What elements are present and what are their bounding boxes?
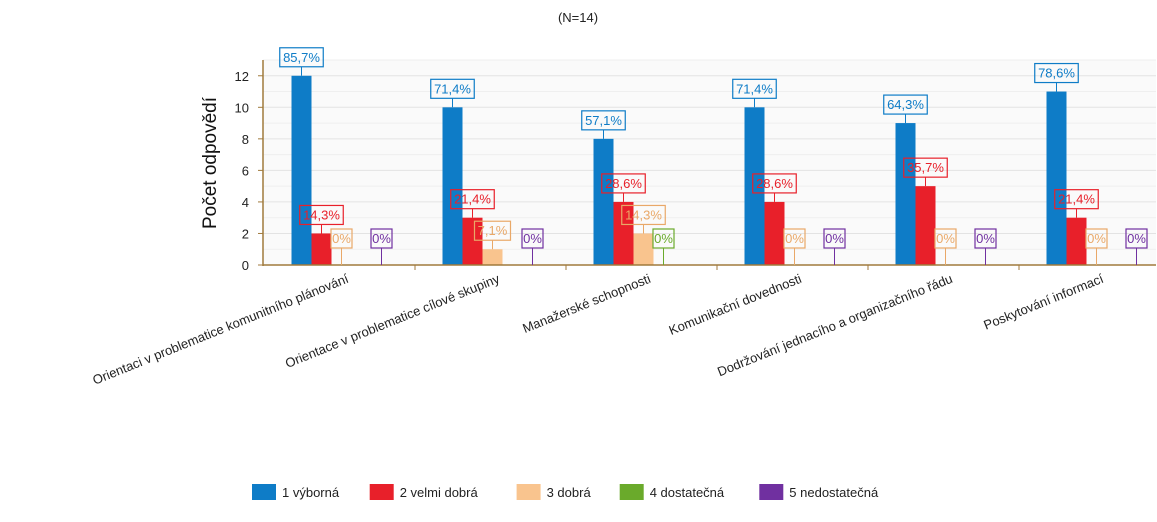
data-label-box <box>430 78 475 99</box>
data-label-box <box>823 228 846 249</box>
data-label-box <box>370 228 393 249</box>
data-label-box <box>330 228 353 249</box>
bar-1-4 <box>744 107 765 265</box>
data-label: 28,6% <box>605 176 642 191</box>
grid-lines <box>263 59 1156 265</box>
data-label-box <box>450 189 495 210</box>
data-label-box <box>581 110 626 131</box>
data-label: 14,3% <box>303 207 340 222</box>
data-label-box <box>1054 189 1099 210</box>
y-tick-label: 12 <box>235 69 249 84</box>
y-axis-label: Počet odpovědí <box>200 96 221 229</box>
data-label: 7,1% <box>478 223 508 238</box>
data-label: 0% <box>825 231 844 246</box>
data-label-box <box>752 173 797 194</box>
data-label: 71,4% <box>736 81 773 96</box>
data-label-box <box>1125 228 1148 249</box>
data-label-box <box>601 173 646 194</box>
y-tick-label: 10 <box>235 100 249 115</box>
bar-1-1 <box>291 75 312 266</box>
chart-title: (N=14) <box>558 10 598 25</box>
legend-label: 5 nedostatečná <box>789 485 879 500</box>
bar-2-2 <box>462 217 483 265</box>
bar-2-4 <box>764 201 785 265</box>
x-tick-label: Dodržování jednacího a organizačního řád… <box>715 271 954 379</box>
data-label: 21,4% <box>454 192 491 207</box>
data-label-box <box>521 228 544 249</box>
data-label-box <box>621 204 666 226</box>
bar-1-2 <box>442 107 463 265</box>
bar-2-5 <box>915 186 936 265</box>
legend-swatch <box>759 484 784 500</box>
y-tick-label: 4 <box>242 195 249 210</box>
legend-swatch <box>619 484 644 500</box>
data-label-box <box>473 220 512 241</box>
data-label-box <box>783 228 806 249</box>
data-label-box <box>974 228 997 249</box>
data-label: 0% <box>523 231 542 246</box>
legend: 1 výborná 2 velmi dobrá 3 dobrá 4 dostatečn… <box>252 484 879 500</box>
legend-swatch <box>369 484 394 500</box>
data-label-box <box>1085 228 1108 249</box>
data-label-box <box>732 78 777 99</box>
legend-swatch <box>516 484 541 500</box>
bar-2-3 <box>613 201 634 265</box>
data-label: 0% <box>785 231 804 246</box>
legend-label: 2 velmi dobrá <box>400 485 479 500</box>
bar-1-6 <box>1046 91 1067 266</box>
data-label: 0% <box>372 231 391 246</box>
x-tick-label: Orientaci v problematice komunitního plá… <box>90 271 351 388</box>
y-tick-label: 2 <box>242 226 249 241</box>
data-labels: 85,7% 14,3% 0% 0% 71,4% 21,4% 7,1% 0% 57,1% 28,6%… <box>279 47 1148 265</box>
data-label: 0% <box>654 231 673 246</box>
data-label-box <box>903 157 948 178</box>
data-label-box <box>934 228 957 249</box>
y-tick-label: 6 <box>242 163 249 178</box>
data-label-box <box>299 204 344 226</box>
data-label: 85,7% <box>283 50 320 65</box>
legend-label: 4 dostatečná <box>650 485 725 500</box>
data-label: 14,3% <box>625 207 662 222</box>
data-label: 0% <box>936 231 955 246</box>
data-label-box <box>279 47 324 68</box>
legend-swatch <box>252 484 276 500</box>
data-label-box <box>883 94 928 115</box>
data-label: 21,4% <box>1058 192 1095 207</box>
data-label: 57,1% <box>585 113 622 128</box>
data-label: 71,4% <box>434 81 471 96</box>
plot-area <box>263 60 1156 265</box>
data-label: 0% <box>1127 231 1146 246</box>
bar-1-3 <box>593 138 614 265</box>
y-tick-label: 0 <box>242 258 249 273</box>
data-label-box <box>1034 62 1079 84</box>
x-tick-label: Komunikační dovednosti <box>667 271 804 338</box>
data-label: 28,6% <box>756 176 793 191</box>
x-tick-label: Poskytování informací <box>981 271 1106 333</box>
x-tick-label: Manažerské schopnosti <box>520 271 652 336</box>
bar-3-3 <box>633 233 654 265</box>
legend-label: 1 výborná <box>282 485 340 500</box>
data-label: 0% <box>976 231 995 246</box>
data-label-box <box>652 228 675 249</box>
data-label: 0% <box>332 231 351 246</box>
legend-label: 3 dobrá <box>547 485 592 500</box>
data-label: 35,7% <box>907 160 944 175</box>
bar-2-1 <box>311 233 332 265</box>
bar-3-2 <box>482 249 503 265</box>
data-label: 0% <box>1087 231 1106 246</box>
bar-2-6 <box>1066 217 1087 265</box>
y-tick-label: 8 <box>242 132 249 147</box>
data-label: 78,6% <box>1038 66 1075 81</box>
bar-1-5 <box>895 123 916 265</box>
data-label: 64,3% <box>887 97 924 112</box>
